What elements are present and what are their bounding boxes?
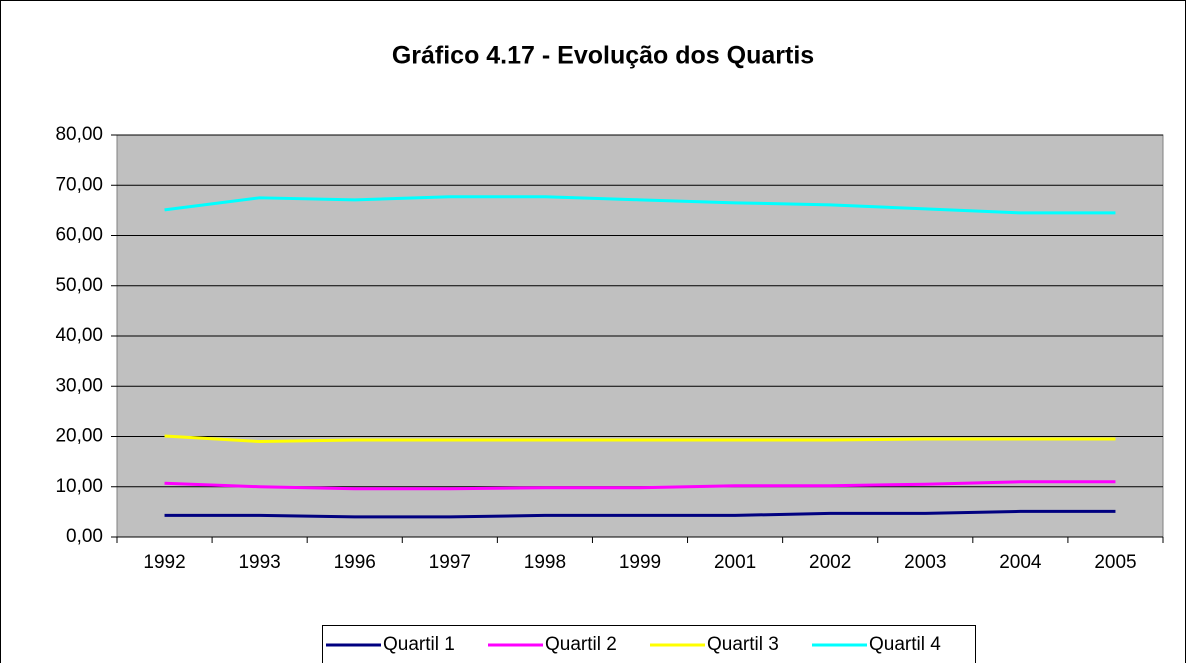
series-line	[164, 434, 1116, 444]
chart-title: Gráfico 4.17 - Evolução dos Quartis	[392, 42, 814, 70]
x-tick-label: 1997	[429, 552, 471, 573]
y-tick-label: 30,00	[55, 375, 103, 396]
x-tick-label: 1992	[143, 552, 185, 573]
legend-label: Quartil 3	[707, 634, 779, 655]
x-tick-label: 1996	[334, 552, 376, 573]
y-tick-label: 50,00	[55, 275, 103, 296]
x-tick-label: 1993	[238, 552, 280, 573]
series-line	[164, 480, 1116, 491]
y-tick-label: 70,00	[55, 174, 103, 195]
series-line	[164, 509, 1116, 519]
x-tick-label: 2002	[809, 552, 851, 573]
legend-label: Quartil 2	[545, 634, 617, 655]
x-tick-label: 2001	[714, 552, 756, 573]
x-tick-label: 2005	[1094, 552, 1136, 573]
y-tick-label: 0,00	[66, 526, 103, 547]
x-tick-label: 2004	[999, 552, 1042, 573]
legend-label: Quartil 1	[383, 634, 455, 655]
y-tick-label: 80,00	[55, 124, 103, 145]
legend-label: Quartil 4	[869, 634, 941, 655]
y-tick-label: 60,00	[55, 225, 103, 246]
x-tick-label: 2003	[904, 552, 946, 573]
y-tick-label: 20,00	[55, 426, 103, 447]
series-line	[164, 195, 1116, 215]
y-tick-label: 40,00	[55, 325, 103, 346]
x-tick-label: 1999	[619, 552, 661, 573]
y-tick-label: 10,00	[55, 476, 103, 497]
x-tick-label: 1998	[524, 552, 566, 573]
